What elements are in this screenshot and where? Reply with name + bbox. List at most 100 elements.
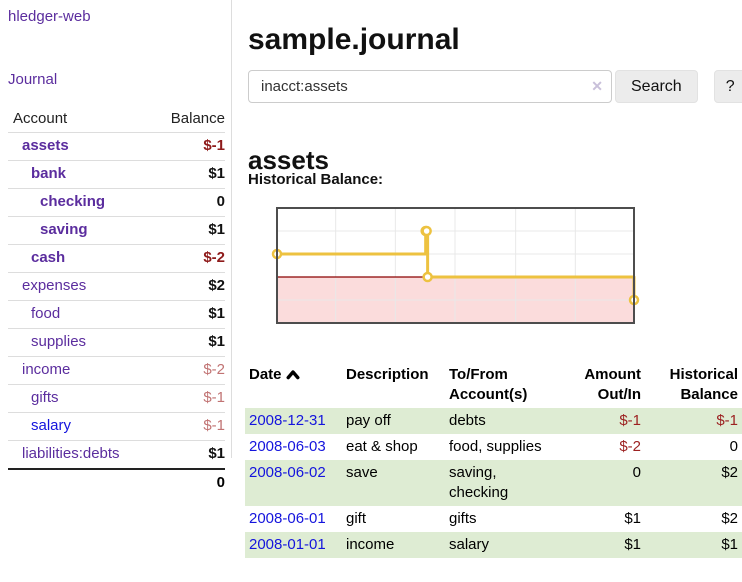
account-column-header: Account <box>13 110 68 127</box>
chart-title: Historical Balance: <box>248 171 384 188</box>
transaction-accounts-cell: saving, checking <box>445 460 560 506</box>
transaction-accounts: gifts <box>449 510 477 527</box>
transaction-amount-cell: $1 <box>560 506 645 532</box>
account-link[interactable]: saving <box>40 221 88 238</box>
transaction-amount: $-2 <box>619 438 641 455</box>
account-link[interactable]: food <box>31 305 61 322</box>
transaction-description-cell: pay off <box>342 408 445 434</box>
account-link[interactable]: salary <box>31 417 72 434</box>
transaction-row: 2008-06-01 gift gifts $1 $2 <box>245 506 742 532</box>
transaction-date-link[interactable]: 2008-06-02 <box>249 464 326 481</box>
account-balance: $-1 <box>203 137 225 154</box>
transaction-amount: 0 <box>632 464 641 481</box>
transaction-description: eat & shop <box>346 438 418 455</box>
column-header-label: Description <box>346 366 429 383</box>
data-point-marker <box>422 271 433 283</box>
transaction-amount: $1 <box>624 536 641 553</box>
transaction-row: 2008-06-03 eat & shop food, supplies $-2 0 <box>245 434 742 460</box>
account-row: saving $1 <box>8 216 225 244</box>
transaction-balance-cell: 0 <box>645 434 742 460</box>
transaction-row: 2008-01-01 income salary $1 $1 <box>245 532 742 558</box>
transaction-accounts: debts <box>449 412 486 429</box>
accounts-table: Account Balance assets $-1 bank $1 checking 0… <box>8 108 225 491</box>
transaction-accounts-cell: gifts <box>445 506 560 532</box>
column-header: Description <box>342 362 445 408</box>
transaction-date-link[interactable]: 2008-12-31 <box>249 412 326 429</box>
account-link[interactable]: gifts <box>31 389 59 406</box>
help-button[interactable]: ? <box>713 70 742 103</box>
transaction-date-link[interactable]: 2008-06-01 <box>249 510 326 527</box>
transaction-row: 2008-12-31 pay off debts $-1 $-1 <box>245 408 742 434</box>
account-row: cash $-2 <box>8 244 225 272</box>
account-row: food $1 <box>8 300 225 328</box>
column-header: Amount Out/In <box>560 362 645 408</box>
sidebar: hledger-web Journal Account Balance asse… <box>0 0 232 491</box>
transaction-description: gift <box>346 510 367 527</box>
account-link[interactable]: liabilities:debts <box>22 445 120 462</box>
account-balance: $1 <box>208 305 225 322</box>
account-row: salary $-1 <box>8 412 225 440</box>
account-link[interactable]: assets <box>22 137 69 154</box>
column-header-sortable[interactable]: Date <box>245 362 342 408</box>
transaction-accounts-cell: debts <box>445 408 560 434</box>
transaction-date-link[interactable]: 2008-01-01 <box>249 536 326 553</box>
account-row: assets $-1 <box>8 132 225 160</box>
transaction-date-link[interactable]: 2008-06-03 <box>249 438 326 455</box>
transaction-balance-cell: $1 <box>645 532 742 558</box>
account-link[interactable]: cash <box>31 249 66 266</box>
transaction-balance-cell: $2 <box>645 506 742 532</box>
account-link[interactable]: supplies <box>31 333 87 350</box>
transaction-accounts-cell: salary <box>445 532 560 558</box>
account-row: bank $1 <box>8 160 225 188</box>
account-balance: $1 <box>208 221 225 238</box>
transaction-balance: $-1 <box>716 412 738 429</box>
account-row: checking 0 <box>8 188 225 216</box>
account-row: gifts $-1 <box>8 384 225 412</box>
transaction-amount-cell: $-1 <box>560 408 645 434</box>
account-balance: $1 <box>208 333 225 350</box>
search-input[interactable] <box>248 70 612 103</box>
transaction-balance-cell: $-1 <box>645 408 742 434</box>
account-link[interactable]: income <box>22 361 71 378</box>
transaction-description: pay off <box>346 412 391 429</box>
account-balance: $-2 <box>203 249 225 266</box>
transaction-date-link-cell: 2008-12-31 <box>245 408 342 434</box>
account-balance: $-1 <box>203 389 225 406</box>
transaction-balance: $1 <box>721 536 738 553</box>
transaction-date-link-cell: 2008-06-02 <box>245 460 342 506</box>
sort-ascending-caret-icon <box>286 370 300 380</box>
sidebar-item-journal[interactable]: Journal <box>8 71 58 88</box>
column-header: To/From Account(s) <box>445 362 560 408</box>
transaction-description-cell: gift <box>342 506 445 532</box>
account-link[interactable]: bank <box>31 165 67 182</box>
transaction-description: save <box>346 464 378 481</box>
transaction-amount: $-1 <box>619 412 641 429</box>
historical-balance-chart <box>271 207 640 324</box>
balance-column-header: Balance <box>170 110 225 127</box>
transaction-row: 2008-06-02 save saving, checking 0 $2 <box>245 460 742 506</box>
column-header-label: Historical Balance <box>669 366 738 403</box>
column-header-label: Amount Out/In <box>584 366 641 403</box>
transaction-accounts: saving, checking <box>449 464 509 501</box>
transaction-description-cell: save <box>342 460 445 506</box>
column-header-label: To/From Account(s) <box>449 366 528 403</box>
register-table: Date Description To/From Account(s) Amount … <box>245 362 742 558</box>
app-title-link[interactable]: hledger-web <box>8 8 91 25</box>
transaction-amount-cell: $1 <box>560 532 645 558</box>
transaction-description-cell: eat & shop <box>342 434 445 460</box>
account-balance: $-2 <box>203 361 225 378</box>
account-balance: $-1 <box>203 417 225 434</box>
account-link[interactable]: expenses <box>22 277 87 294</box>
clear-search-icon[interactable]: ✕ <box>591 78 603 94</box>
account-row: supplies $1 <box>8 328 225 356</box>
search-button[interactable]: Search <box>615 70 698 103</box>
transaction-date-link-cell: 2008-06-03 <box>245 434 342 460</box>
transaction-date-link-cell: 2008-01-01 <box>245 532 342 558</box>
transaction-accounts: food, supplies <box>449 438 542 455</box>
account-link[interactable]: checking <box>40 193 106 210</box>
transaction-balance-cell: $2 <box>645 460 742 506</box>
accounts-total: 0 <box>8 468 225 491</box>
account-balance: $1 <box>208 445 225 462</box>
transaction-date-link-cell: 2008-06-01 <box>245 506 342 532</box>
account-balance: 0 <box>216 193 225 210</box>
